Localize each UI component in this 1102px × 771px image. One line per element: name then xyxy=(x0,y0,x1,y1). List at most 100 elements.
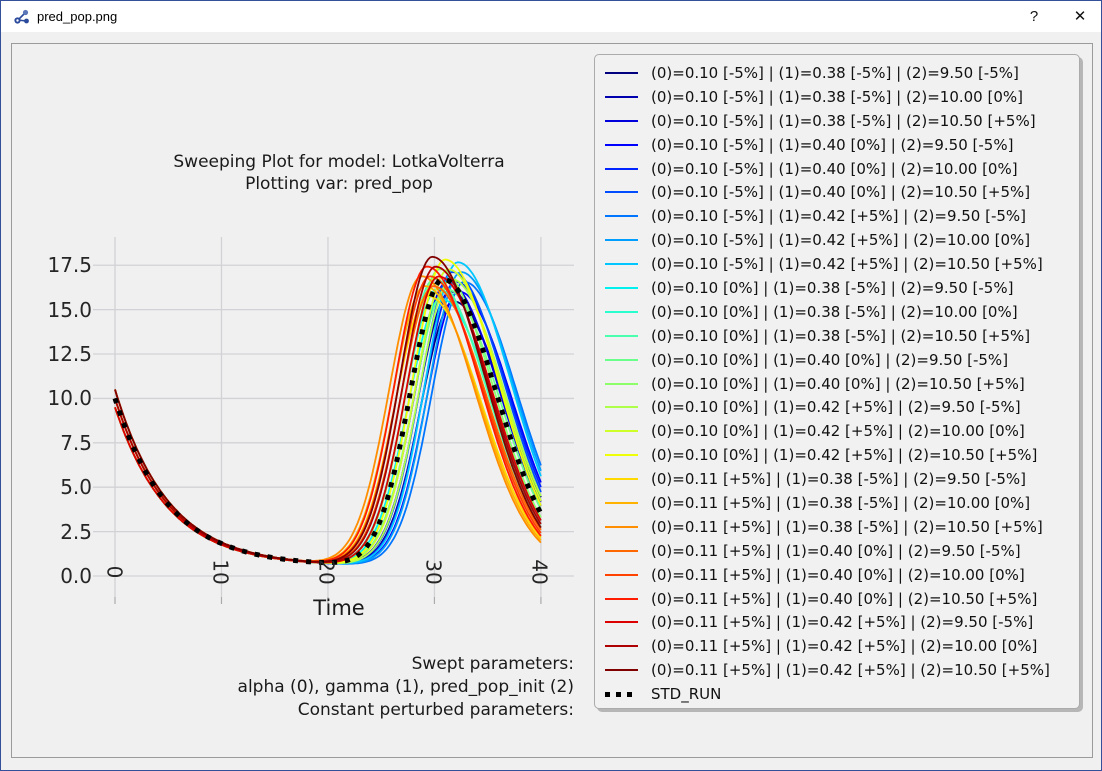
legend-item-label: (0)=0.10 [0%] | (1)=0.40 [0%] | (2)=10.5… xyxy=(651,374,1025,393)
legend-line-sample xyxy=(605,358,638,361)
legend-item: (0)=0.10 [-5%] | (1)=0.42 [+5%] | (2)=9.… xyxy=(605,204,1079,228)
legend-item: (0)=0.10 [0%] | (1)=0.38 [-5%] | (2)=9.5… xyxy=(605,276,1079,300)
legend-line-sample xyxy=(605,669,638,672)
legend-item: (0)=0.10 [-5%] | (1)=0.42 [+5%] | (2)=10… xyxy=(605,252,1079,276)
legend-line-sample xyxy=(605,71,638,74)
y-tick-label: 15.0 xyxy=(47,297,92,322)
title-bar: pred_pop.png ? ✕ xyxy=(1,1,1101,32)
legend-item: (0)=0.10 [0%] | (1)=0.42 [+5%] | (2)=9.5… xyxy=(605,395,1079,419)
legend-item: (0)=0.11 [+5%] | (1)=0.42 [+5%] | (2)=10… xyxy=(605,634,1079,658)
legend-line-sample xyxy=(605,334,638,337)
legend-line-sample xyxy=(605,573,638,576)
legend-item-label: (0)=0.11 [+5%] | (1)=0.38 [-5%] | (2)=9.… xyxy=(651,470,1027,489)
help-button[interactable]: ? xyxy=(1029,8,1039,25)
legend-item-label: (0)=0.10 [0%] | (1)=0.38 [-5%] | (2)=10.… xyxy=(651,302,1018,321)
legend-item-label: (0)=0.11 [+5%] | (1)=0.38 [-5%] | (2)=10… xyxy=(651,517,1043,536)
plot-title: Sweeping Plot for model: LotkaVolterra P… xyxy=(89,151,589,195)
legend-item: STD_RUN xyxy=(605,682,1079,706)
legend-item-label: (0)=0.11 [+5%] | (1)=0.40 [0%] | (2)=10.… xyxy=(651,565,1025,584)
footer-line1: Swept parameters: xyxy=(411,654,574,674)
legend-item-label: (0)=0.11 [+5%] | (1)=0.40 [0%] | (2)=10.… xyxy=(651,589,1038,608)
y-tick-label: 5.0 xyxy=(60,475,92,500)
legend-item-label: (0)=0.10 [-5%] | (1)=0.40 [0%] | (2)=10.… xyxy=(651,159,1018,178)
legend-item-label: (0)=0.10 [-5%] | (1)=0.42 [+5%] | (2)=10… xyxy=(651,255,1043,274)
sweep-plot-canvas xyxy=(93,237,574,604)
legend-line-sample xyxy=(605,454,638,457)
x-tick-label: 30 xyxy=(421,559,446,585)
legend: (0)=0.10 [-5%] | (1)=0.38 [-5%] | (2)=9.… xyxy=(594,54,1080,709)
legend-line-sample xyxy=(605,95,638,98)
legend-line-sample xyxy=(605,119,638,122)
legend-rows: (0)=0.10 [-5%] | (1)=0.38 [-5%] | (2)=9.… xyxy=(605,61,1079,706)
legend-item: (0)=0.10 [0%] | (1)=0.42 [+5%] | (2)=10.… xyxy=(605,419,1079,443)
close-button[interactable]: ✕ xyxy=(1073,7,1087,25)
legend-line-sample xyxy=(605,263,638,266)
legend-item-label: (0)=0.11 [+5%] | (1)=0.40 [0%] | (2)=9.5… xyxy=(651,541,1021,560)
legend-line-sample xyxy=(605,406,638,409)
legend-item: (0)=0.11 [+5%] | (1)=0.40 [0%] | (2)=10.… xyxy=(605,587,1079,611)
legend-item: (0)=0.10 [-5%] | (1)=0.42 [+5%] | (2)=10… xyxy=(605,228,1079,252)
swept-parameters-annotation: Swept parameters: alpha (0), gamma (1), … xyxy=(74,653,574,722)
legend-item: (0)=0.10 [-5%] | (1)=0.40 [0%] | (2)=10.… xyxy=(605,180,1079,204)
legend-item-label: (0)=0.11 [+5%] | (1)=0.42 [+5%] | (2)=9.… xyxy=(651,613,1034,632)
legend-item-label: (0)=0.10 [0%] | (1)=0.40 [0%] | (2)=9.50… xyxy=(651,350,1009,369)
legend-item: (0)=0.10 [0%] | (1)=0.38 [-5%] | (2)=10.… xyxy=(605,324,1079,348)
legend-item: (0)=0.11 [+5%] | (1)=0.40 [0%] | (2)=9.5… xyxy=(605,539,1079,563)
legend-item: (0)=0.10 [0%] | (1)=0.40 [0%] | (2)=10.5… xyxy=(605,372,1079,396)
legend-item: (0)=0.10 [-5%] | (1)=0.40 [0%] | (2)=9.5… xyxy=(605,133,1079,157)
plot-title-line2: Plotting var: pred_pop xyxy=(245,174,433,194)
window-title: pred_pop.png xyxy=(37,9,118,24)
plot-title-line1: Sweeping Plot for model: LotkaVolterra xyxy=(173,152,505,172)
y-tick-label: 2.5 xyxy=(60,519,92,544)
window-content: Sweeping Plot for model: LotkaVolterra P… xyxy=(1,32,1101,770)
legend-item: (0)=0.10 [0%] | (1)=0.40 [0%] | (2)=9.50… xyxy=(605,348,1079,372)
legend-item-label: (0)=0.10 [-5%] | (1)=0.40 [0%] | (2)=10.… xyxy=(651,183,1031,202)
legend-item-label: (0)=0.10 [0%] | (1)=0.38 [-5%] | (2)=9.5… xyxy=(651,278,1014,297)
y-tick-label: 17.5 xyxy=(47,253,92,278)
legend-line-sample xyxy=(605,645,638,648)
legend-line-sample xyxy=(605,597,638,600)
legend-item: (0)=0.11 [+5%] | (1)=0.38 [-5%] | (2)=10… xyxy=(605,491,1079,515)
legend-line-sample xyxy=(605,382,638,385)
footer-line3: Constant perturbed parameters: xyxy=(297,700,574,720)
legend-line-sample xyxy=(605,501,638,504)
legend-line-sample xyxy=(605,430,638,433)
legend-item: (0)=0.11 [+5%] | (1)=0.42 [+5%] | (2)=9.… xyxy=(605,610,1079,634)
legend-line-sample xyxy=(605,143,638,146)
legend-item: (0)=0.10 [-5%] | (1)=0.38 [-5%] | (2)=10… xyxy=(605,85,1079,109)
legend-line-sample xyxy=(605,310,638,313)
legend-item: (0)=0.10 [0%] | (1)=0.38 [-5%] | (2)=10.… xyxy=(605,300,1079,324)
x-axis-label: Time xyxy=(313,596,365,620)
legend-line-sample xyxy=(605,191,638,194)
legend-item: (0)=0.10 [0%] | (1)=0.42 [+5%] | (2)=10.… xyxy=(605,443,1079,467)
legend-item: (0)=0.10 [-5%] | (1)=0.38 [-5%] | (2)=10… xyxy=(605,109,1079,133)
app-molecule-icon xyxy=(14,9,29,24)
legend-item: (0)=0.11 [+5%] | (1)=0.42 [+5%] | (2)=10… xyxy=(605,658,1079,682)
legend-item: (0)=0.11 [+5%] | (1)=0.40 [0%] | (2)=10.… xyxy=(605,563,1079,587)
legend-line-sample xyxy=(605,215,638,218)
legend-item-label: (0)=0.11 [+5%] | (1)=0.42 [+5%] | (2)=10… xyxy=(651,661,1050,680)
legend-line-sample xyxy=(605,478,638,481)
legend-item-label: (0)=0.10 [-5%] | (1)=0.40 [0%] | (2)=9.5… xyxy=(651,135,1014,154)
y-tick-label: 12.5 xyxy=(47,342,92,367)
y-tick-label: 0.0 xyxy=(60,564,92,588)
x-tick-label: 0 xyxy=(101,565,126,579)
legend-item: (0)=0.11 [+5%] | (1)=0.38 [-5%] | (2)=10… xyxy=(605,515,1079,539)
legend-line-sample xyxy=(605,549,638,552)
legend-item: (0)=0.10 [-5%] | (1)=0.38 [-5%] | (2)=9.… xyxy=(605,61,1079,85)
legend-line-sample xyxy=(605,239,638,242)
legend-item: (0)=0.11 [+5%] | (1)=0.38 [-5%] | (2)=9.… xyxy=(605,467,1079,491)
legend-line-sample-dashed xyxy=(605,691,638,697)
legend-item-label: (0)=0.10 [-5%] | (1)=0.38 [-5%] | (2)=9.… xyxy=(651,63,1019,82)
legend-item-label: (0)=0.10 [-5%] | (1)=0.38 [-5%] | (2)=10… xyxy=(651,111,1036,130)
legend-item: (0)=0.10 [-5%] | (1)=0.40 [0%] | (2)=10.… xyxy=(605,157,1079,181)
x-tick-label: 10 xyxy=(208,559,233,585)
legend-item-label: (0)=0.10 [0%] | (1)=0.42 [+5%] | (2)=10.… xyxy=(651,422,1025,441)
legend-line-sample xyxy=(605,621,638,624)
legend-line-sample xyxy=(605,167,638,170)
legend-item-label: (0)=0.10 [-5%] | (1)=0.42 [+5%] | (2)=10… xyxy=(651,231,1031,250)
x-tick-label: 40 xyxy=(527,559,552,585)
legend-item-label: (0)=0.11 [+5%] | (1)=0.38 [-5%] | (2)=10… xyxy=(651,493,1031,512)
legend-item-label: (0)=0.10 [0%] | (1)=0.42 [+5%] | (2)=9.5… xyxy=(651,398,1021,417)
